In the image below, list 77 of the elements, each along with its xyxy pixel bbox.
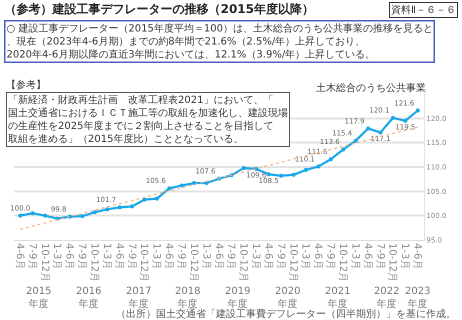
x-tick-label: 10-12月: [287, 243, 298, 282]
point: [30, 211, 35, 216]
x-tick-label: 1-3月: [399, 243, 410, 270]
point: [142, 198, 146, 202]
point: [366, 126, 370, 131]
text: 【参考】: [6, 79, 46, 91]
chart-title: （参考）建設工事デフレーターの推移（2015年度以降）: [4, 2, 314, 16]
point: [279, 174, 284, 178]
text: （出所）国土交通省「建設工事費デフレーター（四半期別）」を基に作成。: [116, 308, 456, 320]
text: 2018年度: [175, 286, 200, 310]
point: [378, 130, 383, 134]
point: [354, 138, 358, 143]
point: [403, 118, 408, 123]
x-tick-label: 1-3月: [200, 243, 212, 270]
x-tick-label: 4-6月: [163, 243, 174, 270]
x-tick-label: 7-9月: [76, 243, 88, 270]
x-tick-label: 7-9月: [126, 243, 137, 270]
x-tick-label: 4-6月: [212, 243, 224, 270]
x-tick-label: 1-3月: [51, 243, 62, 270]
point: [266, 172, 271, 176]
text: 2019年度: [225, 286, 250, 310]
text: 2017年度: [126, 286, 152, 310]
text: 2023年度: [405, 286, 430, 310]
point: [316, 164, 320, 169]
chart-subtitle: ○ 建設工事デフレーター（2015年度平均＝100）は、土木総合のうち公共事業の推移を見ると、現在（2023年4-6月期）までの約8年間で21.6%（2.5%/年）上昇しており、2020年4-6月期以降の直近3年間においては、12.1%（3.9%/年）上昇している。: [6, 22, 433, 60]
x-tick-label: 1-3月: [150, 243, 162, 270]
x-tick-label: 10-12月: [336, 243, 348, 282]
point: [130, 204, 134, 208]
point: [18, 214, 22, 218]
point: [167, 186, 172, 190]
x-tick-label: 4-6月: [14, 243, 25, 270]
point: [192, 181, 196, 186]
point: [328, 157, 333, 162]
x-tick-label: 4-6月: [362, 243, 373, 270]
text: 2016年度: [76, 286, 102, 310]
x-tick-label: 10-12月: [188, 243, 199, 282]
text: 資料Ⅱ－６－６: [391, 4, 456, 16]
point: [304, 168, 308, 172]
point: [254, 166, 258, 171]
x-tick-label: 7-9月: [26, 243, 38, 270]
point: [341, 147, 346, 152]
x-tick-label: 10-12月: [386, 243, 398, 282]
x-tick-label: 1-3月: [349, 243, 360, 270]
x-tick-label: 4-6月: [64, 243, 75, 270]
x-tick-label: 7-9月: [324, 243, 336, 270]
x-tick-label: 4-6月: [262, 243, 274, 270]
text: 2021年度: [325, 286, 350, 310]
point: [80, 214, 84, 218]
text: 2015年度: [26, 286, 52, 310]
point: [416, 108, 420, 113]
x-tick-label: 1-3月: [300, 243, 311, 270]
point: [390, 116, 395, 120]
point: [118, 205, 122, 210]
point: [154, 196, 159, 201]
point: [180, 183, 184, 188]
point: [92, 210, 97, 214]
series-label: 土木総合のうち公共事業: [316, 82, 426, 94]
x-tick-label: 7-9月: [225, 243, 236, 270]
x-tick-label: 10-12月: [88, 243, 100, 282]
x-tick-label: 10-12月: [238, 243, 249, 282]
point: [105, 207, 110, 212]
point: [292, 172, 296, 177]
text: 2020年度: [275, 286, 300, 310]
x-tick-label: 4-6月: [412, 243, 423, 270]
annotation: 「新経済・財政再生計画 改革工程表2021」において、「国土交通省におけるＩＣＴ施工等の取組を加速化し、建設現場の生産性を2025年度までに２割向上させることを目指して取組を進める」（2015年度比）こととなっている。: [8, 94, 288, 145]
text: 2022年度: [374, 286, 400, 310]
point: [242, 166, 246, 170]
x-tick-label: 7-9月: [175, 243, 186, 270]
x-tick-label: 10-12月: [38, 243, 50, 282]
x-tick-label: 4-6月: [113, 243, 124, 270]
point: [43, 214, 48, 218]
x-tick-label: 7-9月: [274, 243, 286, 270]
x-tick-label: 1-3月: [250, 243, 262, 270]
x-tick-label: 7-9月: [374, 243, 386, 270]
x-tick-label: 10-12月: [138, 243, 150, 282]
x-tick-label: 4-6月: [312, 243, 324, 270]
x-tick-label: 1-3月: [100, 243, 112, 270]
